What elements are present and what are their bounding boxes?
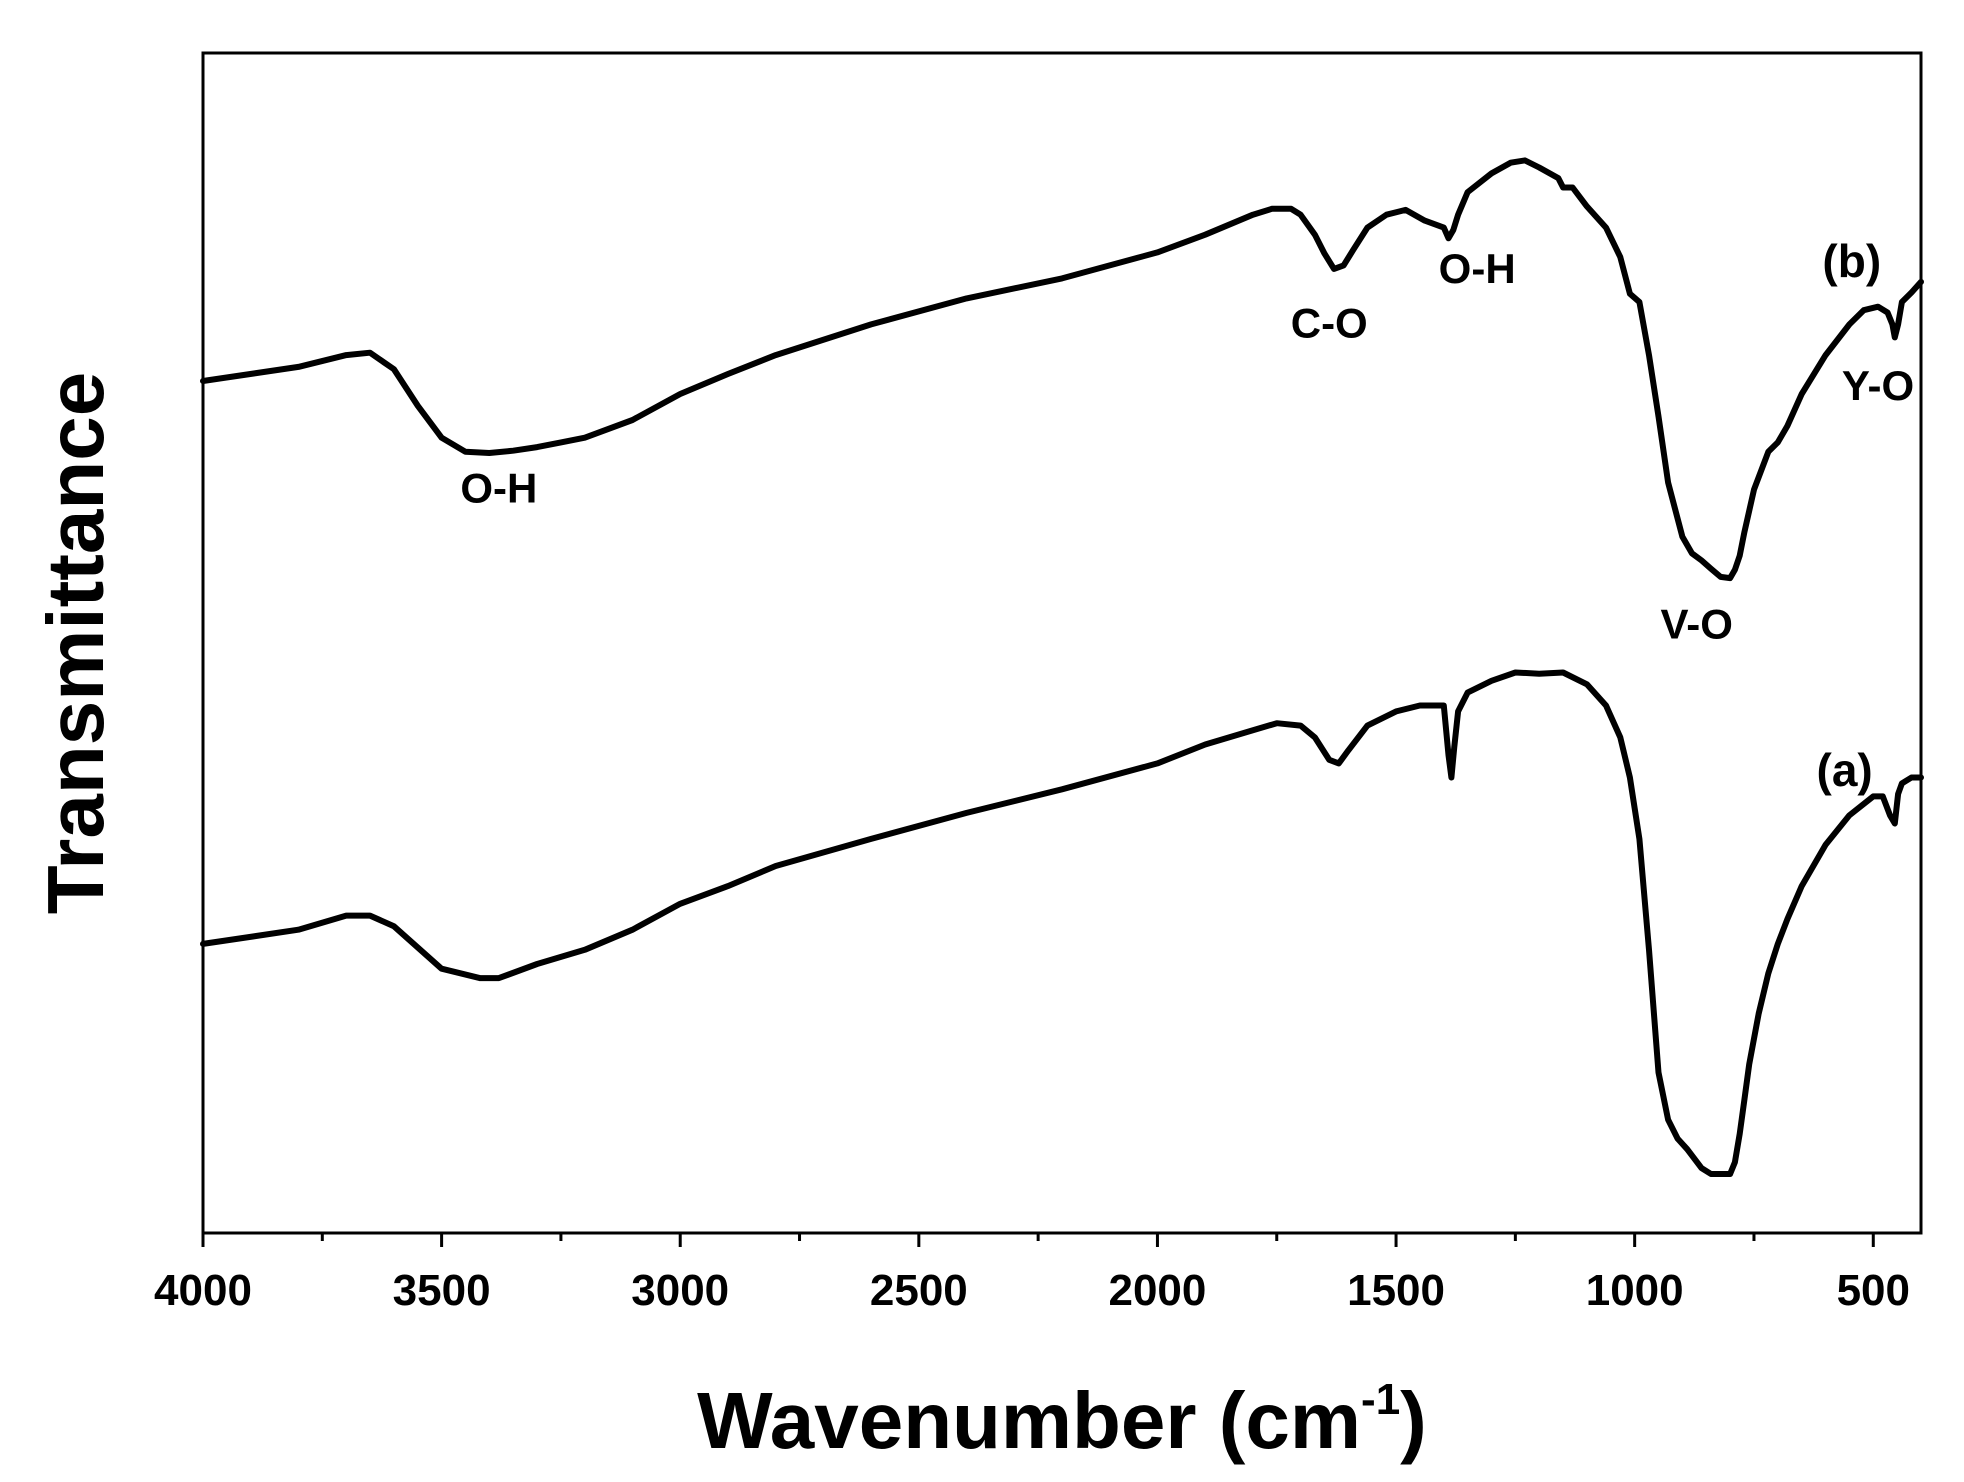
peak-label: C-O <box>1291 299 1368 346</box>
x-tick-label: 2500 <box>870 1266 968 1315</box>
spectrum-line-a <box>200 669 1924 1177</box>
x-axis-ticks <box>201 1233 1875 1247</box>
peak-annotations: O-H C-O O-H V-O Y-O (b) (a) <box>460 235 1914 796</box>
x-tick-label: 3000 <box>631 1266 729 1315</box>
x-tick-label: 500 <box>1837 1266 1910 1315</box>
x-tick-label: 1000 <box>1586 1266 1684 1315</box>
spectra <box>200 157 1924 1177</box>
series-label: (a) <box>1817 744 1873 796</box>
plot-frame <box>201 51 1923 1235</box>
x-tick-label: 1500 <box>1347 1266 1445 1315</box>
y-axis-title: Transmittance <box>31 372 120 914</box>
peak-label: V-O <box>1661 600 1733 647</box>
x-axis-tick-labels: 4000 3500 3000 2500 2000 1500 1000 500 <box>154 1266 1910 1315</box>
x-axis-title-superscript: -1 <box>1361 1375 1400 1424</box>
series-label: (b) <box>1822 235 1881 287</box>
x-tick-label: 2000 <box>1108 1266 1206 1315</box>
peak-label: O-H <box>460 465 537 512</box>
spectrum-line-b <box>200 157 1924 582</box>
x-axis-title-close: ) <box>1400 1376 1427 1465</box>
peak-label: Y-O <box>1842 362 1914 409</box>
x-tick-label: 3500 <box>393 1266 491 1315</box>
peak-label: O-H <box>1439 245 1516 292</box>
x-tick-label: 4000 <box>154 1266 252 1315</box>
x-axis-title: Wavenumber (cm-1) <box>697 1375 1427 1465</box>
x-axis-title-main: Wavenumber (cm <box>697 1376 1361 1465</box>
